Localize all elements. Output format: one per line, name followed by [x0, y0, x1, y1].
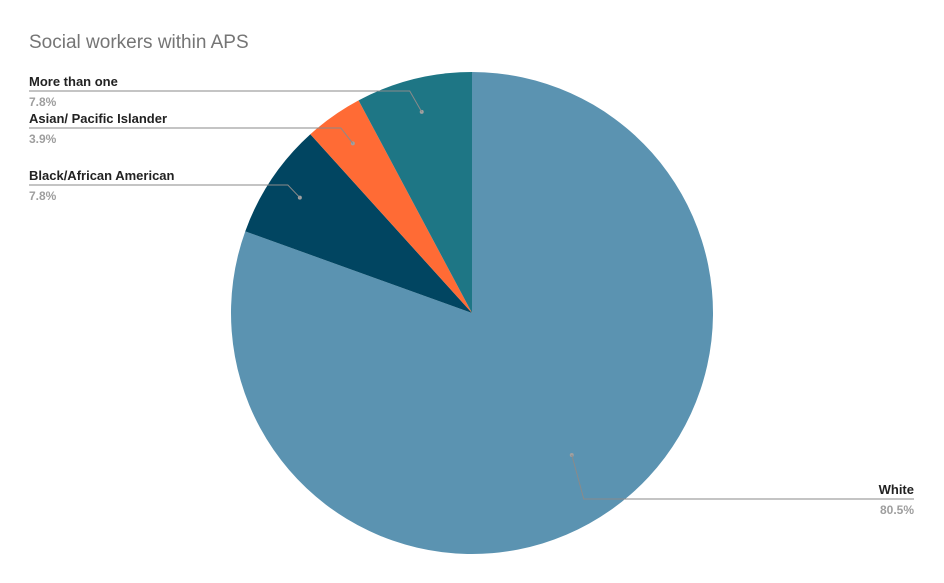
- slice-label-black-african-american: Black/African American: [29, 168, 175, 183]
- slice-label-more-than-one: More than one: [29, 74, 118, 89]
- leader-line-more-than-one: [29, 90, 423, 113]
- slice-label-asian-pacific-islander: Asian/ Pacific Islander: [29, 111, 167, 126]
- slice-value-asian-pacific-islander: 3.9%: [29, 132, 57, 146]
- slice-value-white: 80.5%: [880, 503, 914, 517]
- leader-line-black-african-american: [29, 184, 301, 198]
- slice-label-white: White: [879, 482, 914, 497]
- slice-value-more-than-one: 7.8%: [29, 95, 57, 109]
- pie-slice-more-than-one: [358, 72, 472, 313]
- pie-slice-black-african-american: [245, 134, 472, 313]
- slice-labels: White 80.5% Black/African American 7.8% Asia…: [29, 74, 914, 517]
- leader-line-white: [571, 454, 914, 500]
- leader-line-asian-pacific-islander: [29, 127, 354, 144]
- chart-title: Social workers within APS: [29, 32, 249, 53]
- pie-slice-asian-pacific-islander: [310, 100, 472, 313]
- slice-value-black-african-american: 7.8%: [29, 189, 57, 203]
- pie-slices: [231, 72, 713, 554]
